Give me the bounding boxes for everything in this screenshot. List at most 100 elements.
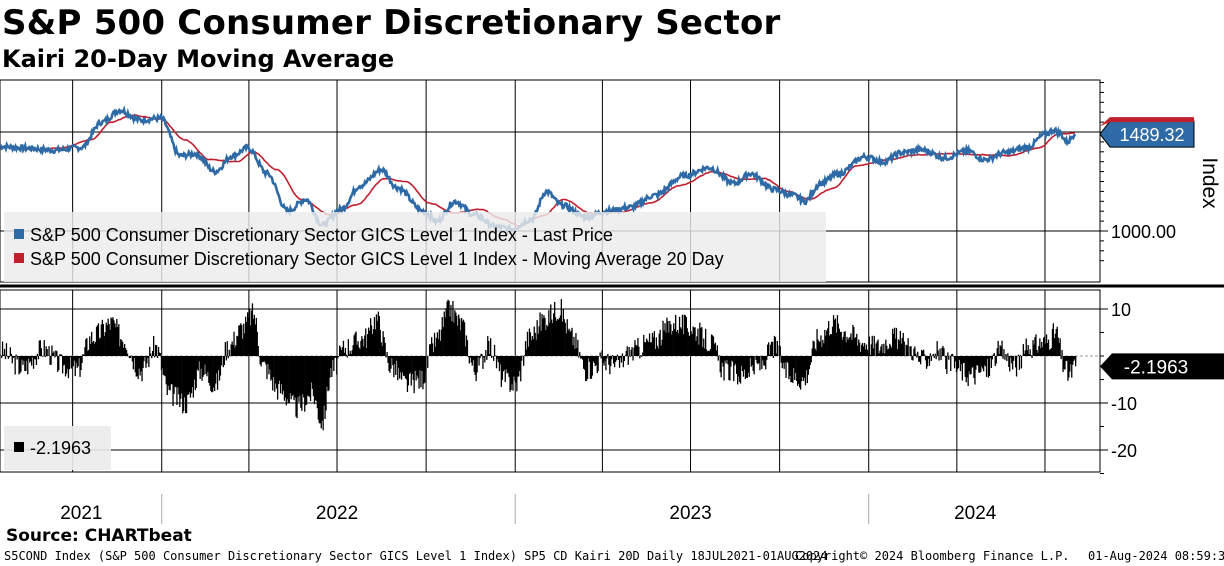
kairi-bar <box>675 314 677 356</box>
kairi-bar <box>964 356 966 377</box>
kairi-bar <box>493 356 495 361</box>
kairi-bar <box>355 331 357 356</box>
kairi-bar <box>773 335 776 356</box>
kairi-bar <box>991 356 993 360</box>
kairi-bar <box>123 347 125 356</box>
kairi-plot-frame <box>0 289 1101 473</box>
kairi-bar <box>740 356 743 366</box>
kairi-bar <box>193 356 195 380</box>
kairi-bar <box>933 356 935 358</box>
kairi-bar <box>187 356 190 395</box>
kairi-bar <box>301 356 303 411</box>
kairi-bar <box>91 331 93 356</box>
kairi-bar <box>78 356 80 358</box>
kairi-bar <box>464 346 467 356</box>
kairi-bar <box>978 356 980 373</box>
kairi-bar <box>85 339 87 356</box>
kairi-bar <box>959 356 962 372</box>
kairi-bar <box>227 356 229 359</box>
kairi-bar <box>1054 333 1056 356</box>
kairi-bar <box>339 345 341 356</box>
year-label-2022: 2022 <box>316 503 358 524</box>
kairi-bar <box>568 328 570 356</box>
kairi-bar <box>321 356 323 421</box>
kairi-bar <box>3 348 6 356</box>
kairi-bar <box>144 356 146 357</box>
kairi-bar <box>630 349 632 356</box>
kairi-bar <box>349 350 351 356</box>
kairi-bar <box>809 356 811 365</box>
kairi-bar <box>599 352 601 356</box>
kairi-bar <box>960 356 962 365</box>
kairi-bar <box>176 356 178 405</box>
kairi-bar <box>1061 350 1063 356</box>
year-label-2021: 2021 <box>60 503 102 524</box>
kairi-bar <box>994 356 996 366</box>
kairi-bar <box>997 340 999 356</box>
kairi-bar <box>434 346 437 356</box>
kairi-bar <box>808 356 810 370</box>
kairi-bar <box>639 356 641 359</box>
kairi-bar <box>1068 356 1070 378</box>
kairi-bar <box>1029 349 1031 356</box>
kairi-bar <box>1009 356 1011 372</box>
kairi-bar <box>543 315 545 356</box>
kairi-bar <box>474 356 476 375</box>
kairi-bar <box>15 354 17 356</box>
kairi-bar <box>1049 349 1052 356</box>
kairi-bar <box>76 356 78 368</box>
kairi-bar <box>361 336 363 356</box>
kairi-bar <box>776 341 778 356</box>
kairi-bar <box>427 356 429 368</box>
kairi-bar <box>341 347 344 356</box>
kairi-bar <box>1017 354 1020 356</box>
kairi-bar <box>951 354 953 356</box>
kairi-bar <box>1064 356 1066 370</box>
kairi-bar <box>32 356 34 358</box>
kairi-bar <box>699 322 701 356</box>
kairi-bar <box>974 356 976 385</box>
kairi-bar <box>924 356 927 361</box>
kairi-bar <box>847 339 849 356</box>
kairi-bar <box>495 356 498 369</box>
kairi-bar <box>539 312 541 356</box>
kairi-bar <box>735 356 737 364</box>
kairi-bar <box>1045 334 1048 356</box>
kairi-bar <box>870 344 872 356</box>
kairi-bar <box>750 356 752 367</box>
kairi-bar <box>950 356 952 371</box>
kairi-bar <box>1002 356 1004 359</box>
kairi-bar <box>525 349 528 356</box>
kairi-bar <box>1051 328 1054 356</box>
kairi-bar <box>155 345 158 356</box>
kairi-bar <box>649 342 652 356</box>
kairi-bar <box>693 327 695 356</box>
kairi-bar <box>963 356 965 363</box>
kairi-bar <box>720 356 722 378</box>
kairi-bar <box>861 343 864 356</box>
kairi-bar <box>837 323 839 356</box>
kairi-bar <box>274 356 276 392</box>
kairi-bar <box>222 356 224 368</box>
legend-label-ma: S&P 500 Consumer Discretionary Sector GI… <box>30 249 724 269</box>
kairi-bar <box>219 356 222 376</box>
kairi-bar <box>638 346 640 356</box>
kairi-bar <box>637 338 639 356</box>
kairi-bar <box>853 327 855 356</box>
kairi-bar <box>205 356 207 374</box>
kairi-bar <box>356 344 358 356</box>
kairi-bar <box>789 356 791 377</box>
kairi-bar <box>583 356 585 369</box>
kairi-bar <box>939 348 941 356</box>
kairi-bar <box>454 310 456 356</box>
series-line-price <box>0 105 1077 237</box>
kairi-bar <box>11 356 13 364</box>
kairi-bar <box>263 356 265 361</box>
kairi-bar <box>326 356 328 387</box>
kairi-bar <box>528 328 531 356</box>
kairi-bar <box>961 356 963 381</box>
kairi-bar <box>926 356 929 367</box>
kairi-bar <box>930 356 932 361</box>
kairi-bar <box>862 346 865 356</box>
kairi-bar <box>243 323 245 356</box>
